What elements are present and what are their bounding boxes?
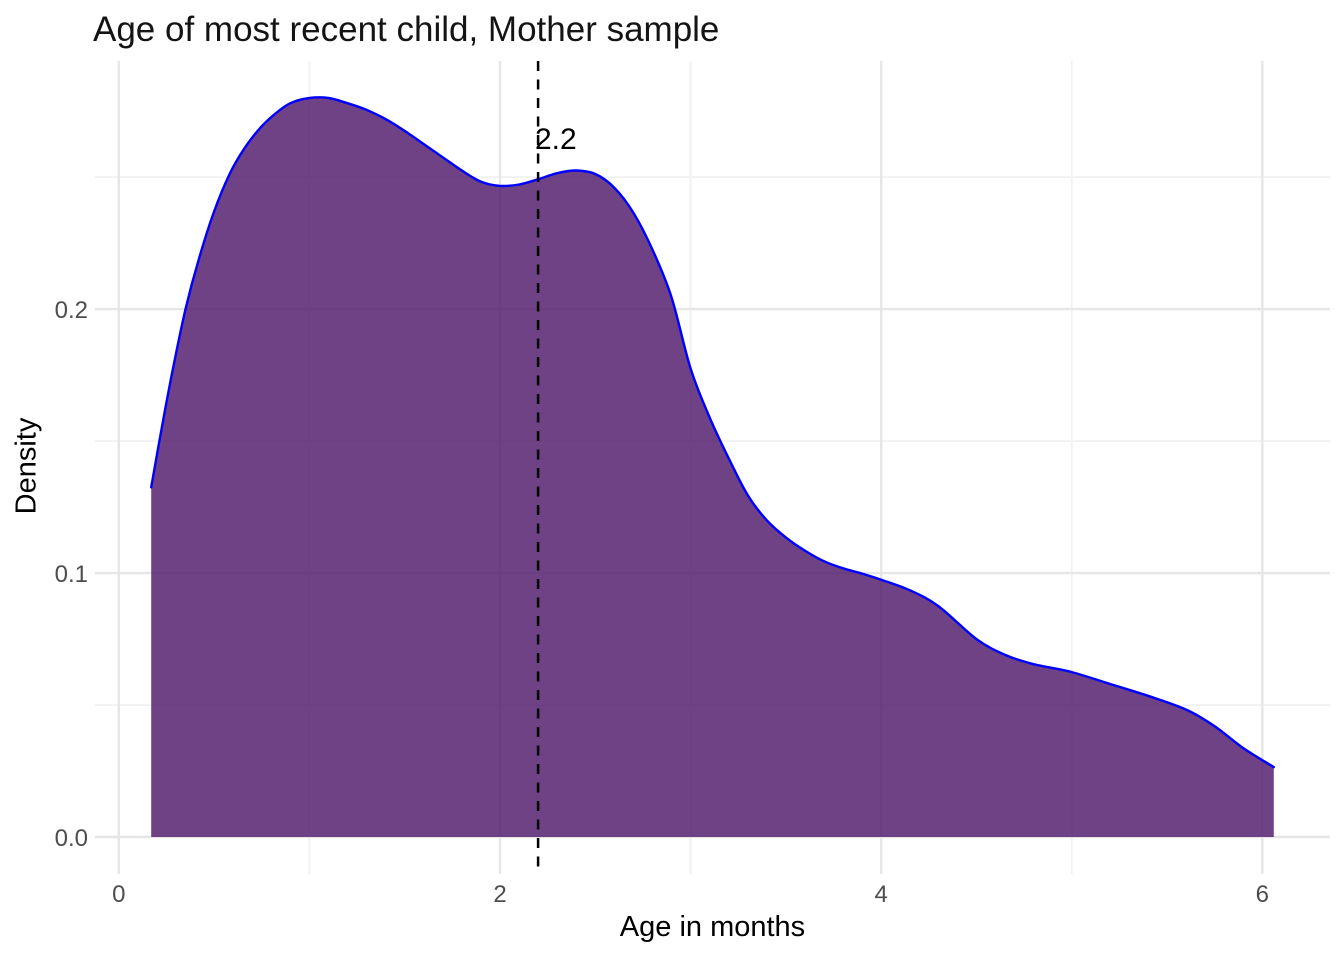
y-axis-label: Density (10, 417, 43, 515)
chart-title: Age of most recent child, Mother sample (93, 10, 720, 49)
x-tick-label: 0 (112, 881, 125, 908)
y-tick-label: 0.1 (55, 561, 88, 588)
x-tick-label: 2 (493, 881, 506, 908)
density-curve (150, 96, 1275, 769)
x-axis-label: Age in months (619, 911, 806, 943)
density-area (151, 97, 1274, 837)
y-tick-label: 0.2 (55, 297, 88, 324)
y-tick-label: 0.0 (55, 825, 88, 852)
x-tick-label: 4 (875, 881, 888, 908)
vline-annotation: 2.2 (535, 123, 577, 156)
x-tick-label: 6 (1256, 881, 1269, 908)
